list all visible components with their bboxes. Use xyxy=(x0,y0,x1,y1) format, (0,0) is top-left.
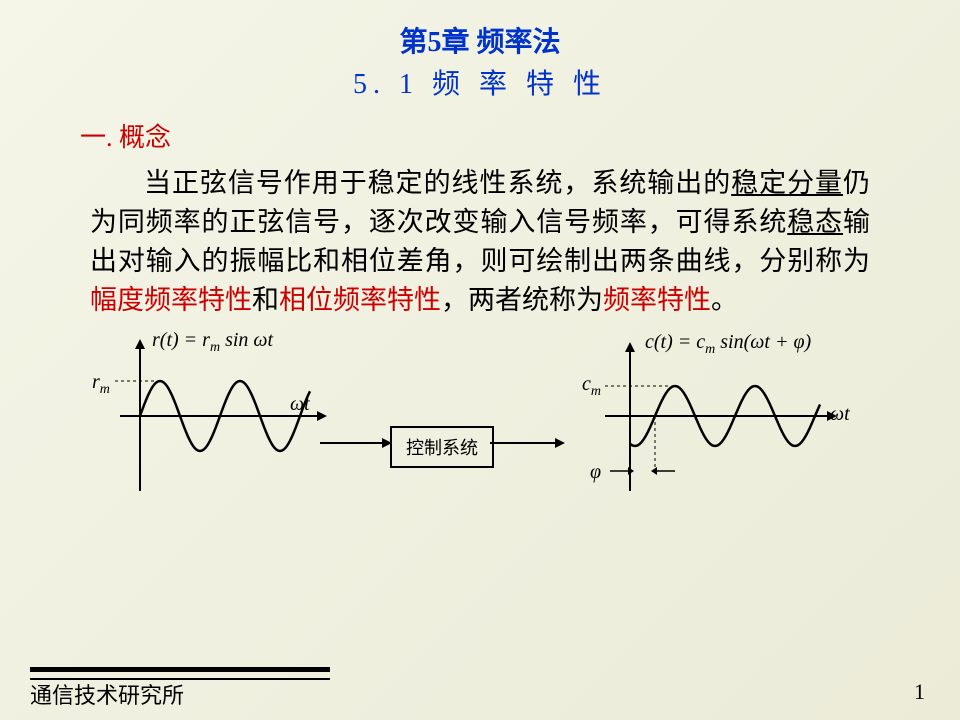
red-term: 频率特性 xyxy=(603,285,711,315)
footer-rule-thick xyxy=(30,667,330,672)
output-xaxis-label: ωt xyxy=(830,403,850,426)
page-number: 1 xyxy=(914,679,925,705)
control-system-box: 控制系统 xyxy=(390,426,494,468)
input-xaxis-label: ωt xyxy=(290,393,310,416)
red-term: 相位频率特性 xyxy=(279,285,441,315)
concept-heading: 一. 概念 xyxy=(80,117,960,154)
underline-text: 稳态 xyxy=(787,207,843,237)
output-amplitude-label: cm xyxy=(582,373,601,400)
text-segment: ，两者统称为 xyxy=(441,285,603,315)
input-sine-svg xyxy=(80,331,360,501)
body-paragraph: 当正弦信号作用于稳定的线性系统，系统输出的稳定分量仍为同频率的正弦信号，逐次改变… xyxy=(90,164,870,321)
chapter-title: 第5章 频率法 xyxy=(0,0,960,60)
text-segment: 。 xyxy=(711,285,738,315)
arrow-from-system xyxy=(490,433,568,453)
arrow-to-system xyxy=(320,433,395,453)
input-amplitude-label: rm xyxy=(92,371,110,398)
input-signal-graph: r(t) = rm sin ωt rm ωt xyxy=(80,331,360,506)
text-segment: 当正弦信号作用于稳定的线性系统，系统输出的 xyxy=(144,168,731,198)
footer-institution: 通信技术研究所 xyxy=(30,678,184,710)
text-segment: 和 xyxy=(252,285,279,315)
output-signal-graph: c(t) = cm sin(ωt + φ) cm ωt φ xyxy=(570,331,870,511)
input-equation: r(t) = rm sin ωt xyxy=(152,329,273,356)
underline-text: 稳定分量 xyxy=(731,168,843,198)
output-equation: c(t) = cm sin(ωt + φ) xyxy=(645,331,811,358)
section-title: 5. 1 频 率 特 性 xyxy=(0,62,960,102)
phase-label: φ xyxy=(590,461,601,484)
diagram-area: r(t) = rm sin ωt rm ωt 控制系统 c(t) = cm si… xyxy=(0,331,960,531)
red-term: 幅度频率特性 xyxy=(90,285,252,315)
